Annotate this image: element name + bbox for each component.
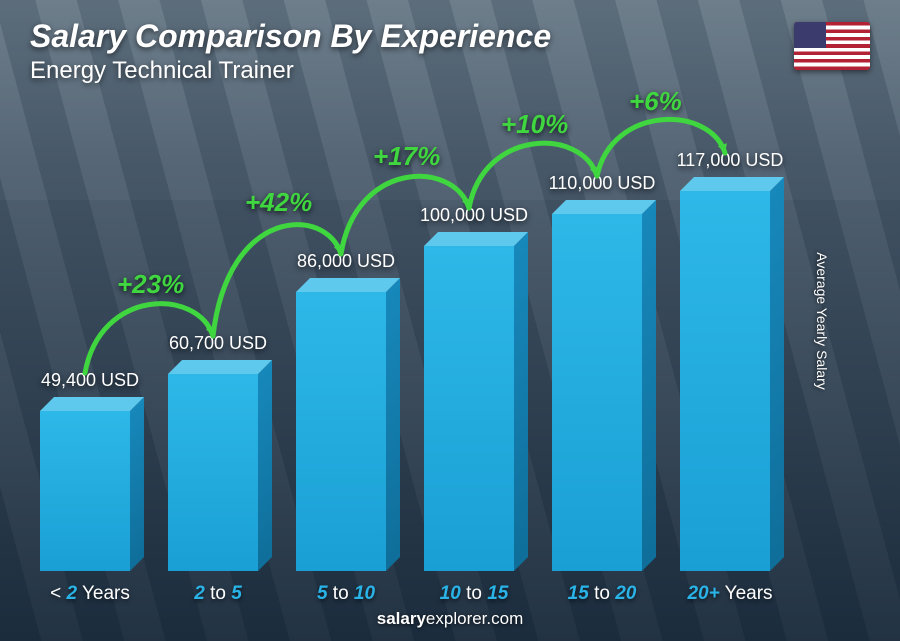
xaxis-label: 20+ Years — [665, 583, 795, 605]
content: Salary Comparison By Experience Energy T… — [0, 0, 900, 641]
xaxis-label: < 2 Years — [25, 583, 155, 605]
bar — [680, 191, 780, 571]
growth-pct-label: +42% — [245, 187, 312, 218]
bar — [552, 214, 652, 571]
bar-side — [770, 177, 784, 571]
bar-group: 117,000 USD20+ Years — [670, 151, 790, 571]
xaxis-label: 2 to 5 — [153, 583, 283, 605]
xaxis-label: 15 to 20 — [537, 583, 667, 605]
bar — [296, 292, 396, 571]
bar-value-label: 110,000 USD — [532, 173, 672, 194]
bar-front — [168, 374, 258, 571]
xaxis-label: 10 to 15 — [409, 583, 539, 605]
header: Salary Comparison By Experience Energy T… — [30, 18, 551, 85]
bar-top — [296, 278, 400, 292]
bar-group: 60,700 USD2 to 5 — [158, 334, 278, 571]
chart-title: Salary Comparison By Experience — [30, 18, 551, 55]
bar-value-label: 86,000 USD — [276, 251, 416, 272]
bar-side — [642, 200, 656, 571]
bar — [40, 411, 140, 571]
bar-side — [386, 278, 400, 571]
bar-front — [296, 292, 386, 571]
bar-front — [680, 191, 770, 571]
bar-value-label: 49,400 USD — [20, 370, 160, 391]
bar-value-label: 100,000 USD — [404, 205, 544, 226]
bar-top — [424, 232, 528, 246]
growth-pct-label: +6% — [629, 86, 682, 117]
bar-group: 49,400 USD< 2 Years — [30, 371, 150, 571]
growth-pct-label: +23% — [117, 269, 184, 300]
bar — [168, 374, 268, 571]
footer-domain: explorer.com — [426, 609, 523, 628]
growth-pct-label: +10% — [501, 109, 568, 140]
growth-pct-label: +17% — [373, 141, 440, 172]
bar-side — [514, 232, 528, 571]
bar-side — [258, 360, 272, 571]
xaxis-label: 5 to 10 — [281, 583, 411, 605]
bar-front — [40, 411, 130, 571]
bar-group: 100,000 USD10 to 15 — [414, 206, 534, 571]
bar-top — [40, 397, 144, 411]
bar-top — [680, 177, 784, 191]
bar-front — [552, 214, 642, 571]
bar — [424, 246, 524, 571]
us-flag-icon — [794, 22, 870, 70]
bar-value-label: 60,700 USD — [148, 333, 288, 354]
bar-group: 110,000 USD15 to 20 — [542, 174, 662, 571]
bar-group: 86,000 USD5 to 10 — [286, 252, 406, 571]
chart-subtitle: Energy Technical Trainer — [30, 57, 551, 85]
bar-front — [424, 246, 514, 571]
bar-side — [130, 397, 144, 571]
bar-value-label: 117,000 USD — [660, 150, 800, 171]
bar-top — [552, 200, 656, 214]
bar-top — [168, 360, 272, 374]
footer-brand: salary — [377, 609, 426, 628]
bar-chart: 49,400 USD< 2 Years60,700 USD2 to 5 +23% 8… — [30, 110, 840, 571]
footer-attribution: salaryexplorer.com — [0, 609, 900, 629]
